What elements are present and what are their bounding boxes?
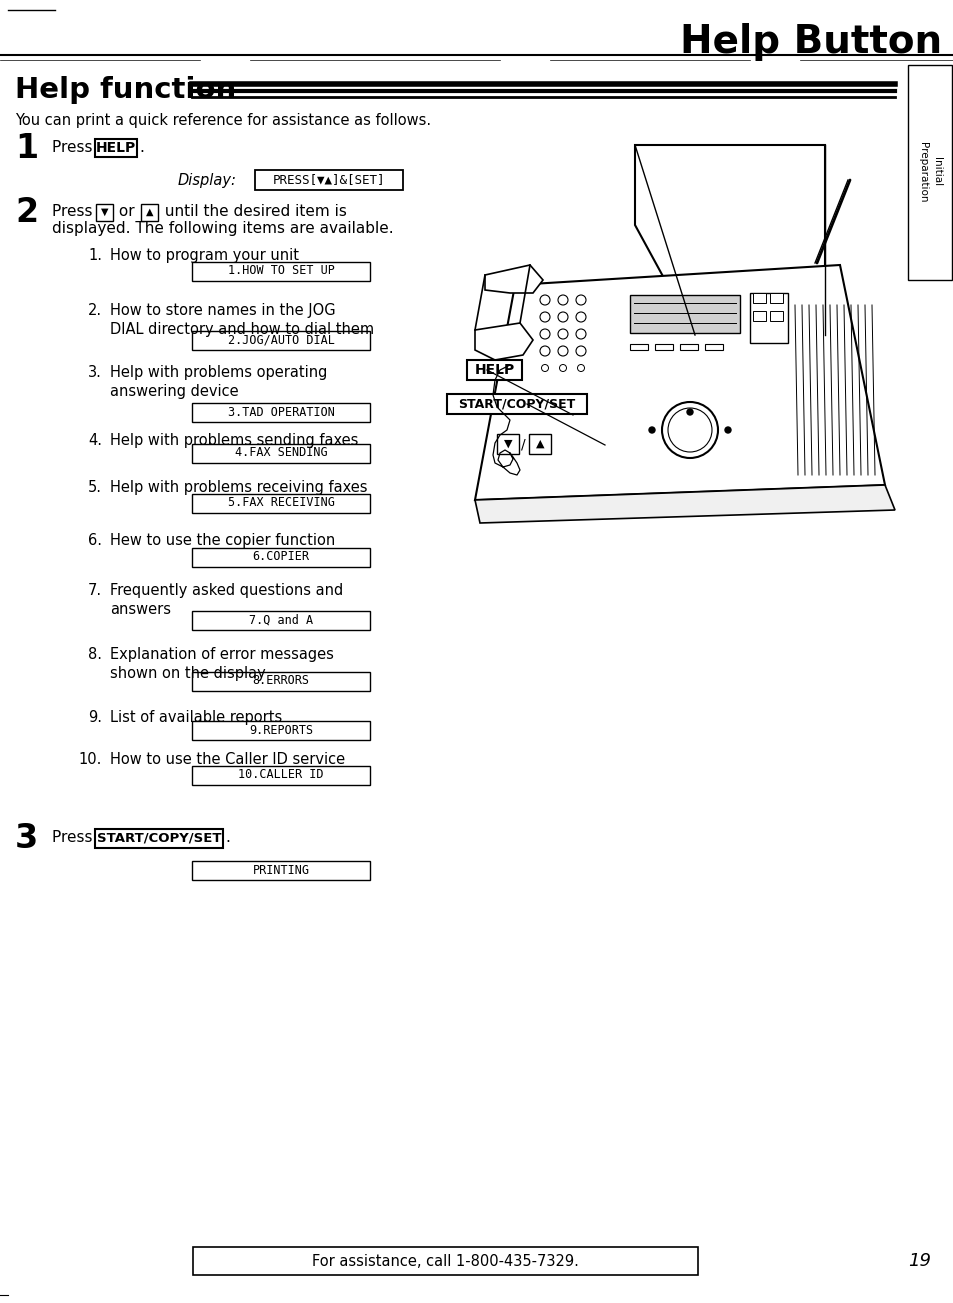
Bar: [749, 293, 787, 343]
Bar: [192, 860, 370, 880]
Text: 7.: 7.: [88, 582, 102, 598]
Bar: [95, 139, 137, 156]
Text: .: .: [225, 830, 230, 846]
Circle shape: [724, 427, 730, 433]
Text: How to use the Caller ID service: How to use the Caller ID service: [110, 752, 345, 767]
Bar: [192, 671, 370, 691]
Text: ▼: ▼: [101, 207, 108, 218]
Text: 2: 2: [15, 195, 38, 228]
Text: 10.CALLER ID: 10.CALLER ID: [238, 769, 323, 782]
Bar: [141, 203, 158, 220]
Text: displayed. The following items are available.: displayed. The following items are avail…: [52, 220, 394, 236]
Text: 2.: 2.: [88, 304, 102, 318]
Polygon shape: [475, 265, 884, 500]
Bar: [192, 611, 370, 629]
Text: Help with problems sending faxes: Help with problems sending faxes: [110, 433, 358, 448]
Text: Display:: Display:: [178, 172, 236, 188]
Text: /: /: [520, 437, 525, 451]
Text: List of available reports: List of available reports: [110, 710, 282, 724]
Text: 8.: 8.: [88, 648, 102, 662]
Text: You can print a quick reference for assistance as follows.: You can print a quick reference for assi…: [15, 112, 431, 128]
Text: or: or: [113, 205, 139, 219]
Text: PRINTING: PRINTING: [253, 864, 309, 877]
Bar: [254, 169, 402, 190]
Bar: [769, 311, 782, 321]
Text: 5.FAX RECEIVING: 5.FAX RECEIVING: [228, 496, 335, 509]
Bar: [704, 344, 722, 351]
Bar: [192, 494, 370, 512]
Text: .: .: [139, 141, 144, 155]
Text: How to store names in the JOG
DIAL directory and how to dial them: How to store names in the JOG DIAL direc…: [110, 304, 374, 337]
Bar: [95, 829, 223, 847]
Polygon shape: [475, 323, 533, 360]
Bar: [679, 344, 698, 351]
Bar: [192, 721, 370, 740]
Text: Press: Press: [52, 830, 97, 846]
Text: 3: 3: [15, 821, 38, 855]
Polygon shape: [475, 485, 894, 523]
Text: Explanation of error messages
shown on the display: Explanation of error messages shown on t…: [110, 648, 334, 681]
Bar: [193, 1247, 698, 1276]
Text: HELP: HELP: [95, 141, 136, 155]
Text: 7.Q and A: 7.Q and A: [249, 614, 313, 627]
Bar: [192, 331, 370, 349]
Text: Initial
Preparation: Initial Preparation: [918, 142, 941, 202]
Text: ▲: ▲: [146, 207, 153, 218]
Text: 9.REPORTS: 9.REPORTS: [249, 723, 313, 736]
Text: until the desired item is: until the desired item is: [160, 205, 347, 219]
Bar: [629, 344, 647, 351]
Text: Press: Press: [52, 141, 97, 155]
Text: 10.: 10.: [78, 752, 102, 767]
Text: 1: 1: [15, 132, 38, 164]
Bar: [529, 434, 551, 453]
Text: 1.: 1.: [88, 248, 102, 263]
Text: 6.COPIER: 6.COPIER: [253, 550, 309, 563]
Polygon shape: [484, 265, 542, 293]
Bar: [447, 394, 586, 414]
Bar: [655, 344, 672, 351]
Bar: [769, 293, 782, 304]
Text: 5.: 5.: [88, 480, 102, 495]
Text: PRESS[▼▲]&[SET]: PRESS[▼▲]&[SET]: [273, 173, 385, 186]
Text: Help with problems operating
answering device: Help with problems operating answering d…: [110, 365, 327, 399]
Text: Frequently asked questions and
answers: Frequently asked questions and answers: [110, 582, 343, 618]
Circle shape: [648, 427, 655, 433]
Text: 3.TAD OPERATION: 3.TAD OPERATION: [228, 405, 335, 418]
Bar: [907, 65, 951, 280]
Text: Press: Press: [52, 205, 97, 219]
Text: HELP: HELP: [474, 364, 514, 377]
Bar: [192, 403, 370, 421]
Text: ▼: ▼: [503, 439, 512, 450]
Text: Hew to use the copier function: Hew to use the copier function: [110, 533, 335, 549]
Bar: [192, 443, 370, 463]
Circle shape: [686, 409, 692, 414]
Text: Help Button: Help Button: [679, 23, 941, 61]
Text: 19: 19: [907, 1252, 930, 1270]
Bar: [192, 547, 370, 567]
Text: ▲: ▲: [536, 439, 543, 450]
Text: Help with problems receiving faxes: Help with problems receiving faxes: [110, 480, 367, 495]
Bar: [96, 203, 112, 220]
Bar: [752, 293, 765, 304]
Polygon shape: [635, 145, 824, 335]
Bar: [192, 765, 370, 784]
Text: 2.JOG/AUTO DIAL: 2.JOG/AUTO DIAL: [228, 334, 335, 347]
Text: START/COPY/SET: START/COPY/SET: [96, 831, 221, 844]
Text: 8.ERRORS: 8.ERRORS: [253, 675, 309, 688]
Text: 1.HOW TO SET UP: 1.HOW TO SET UP: [228, 265, 335, 278]
Text: 6.: 6.: [88, 533, 102, 549]
Text: 4.FAX SENDING: 4.FAX SENDING: [234, 447, 327, 460]
Text: How to program your unit: How to program your unit: [110, 248, 298, 263]
Text: For assistance, call 1-800-435-7329.: For assistance, call 1-800-435-7329.: [312, 1253, 578, 1269]
Text: Help function: Help function: [15, 76, 236, 104]
Bar: [752, 311, 765, 321]
Bar: [467, 360, 521, 380]
Text: 4.: 4.: [88, 433, 102, 448]
Text: START/COPY/SET: START/COPY/SET: [457, 397, 575, 410]
Bar: [192, 262, 370, 280]
Bar: [497, 434, 518, 453]
Text: 9.: 9.: [88, 710, 102, 724]
Bar: [629, 294, 740, 334]
Text: 3.: 3.: [88, 365, 102, 380]
